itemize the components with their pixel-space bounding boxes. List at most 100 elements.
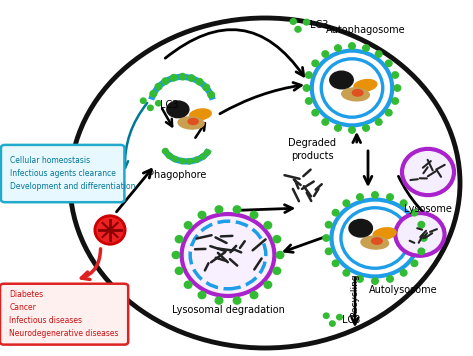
- Ellipse shape: [162, 78, 169, 84]
- Ellipse shape: [188, 119, 198, 125]
- Ellipse shape: [385, 110, 392, 116]
- Ellipse shape: [200, 154, 206, 159]
- Ellipse shape: [175, 236, 183, 243]
- Text: Lysosomal degradation: Lysosomal degradation: [172, 305, 284, 315]
- Ellipse shape: [395, 213, 445, 256]
- Ellipse shape: [418, 221, 425, 228]
- Ellipse shape: [312, 60, 319, 67]
- Ellipse shape: [349, 127, 355, 133]
- Ellipse shape: [175, 267, 183, 274]
- Ellipse shape: [411, 209, 418, 216]
- Ellipse shape: [372, 238, 382, 244]
- Ellipse shape: [198, 211, 206, 219]
- Ellipse shape: [349, 219, 372, 237]
- Ellipse shape: [387, 276, 394, 282]
- Ellipse shape: [330, 321, 335, 326]
- Text: Degraded
products: Degraded products: [289, 138, 336, 161]
- Ellipse shape: [179, 158, 185, 164]
- Ellipse shape: [322, 119, 329, 125]
- Ellipse shape: [357, 194, 363, 200]
- Ellipse shape: [392, 98, 398, 104]
- Ellipse shape: [215, 206, 223, 213]
- Ellipse shape: [361, 236, 388, 249]
- Ellipse shape: [172, 251, 180, 258]
- Ellipse shape: [215, 297, 223, 304]
- Ellipse shape: [357, 276, 363, 282]
- Ellipse shape: [352, 90, 363, 96]
- Ellipse shape: [392, 72, 398, 78]
- Ellipse shape: [376, 51, 382, 57]
- Ellipse shape: [324, 313, 329, 318]
- Ellipse shape: [400, 269, 407, 276]
- Ellipse shape: [295, 26, 301, 32]
- Text: LC3: LC3: [160, 100, 178, 110]
- Ellipse shape: [394, 85, 401, 91]
- Text: Recycling: Recycling: [350, 273, 359, 317]
- Ellipse shape: [349, 43, 355, 49]
- Ellipse shape: [343, 200, 350, 206]
- Ellipse shape: [343, 269, 350, 276]
- Ellipse shape: [312, 110, 319, 116]
- Ellipse shape: [208, 91, 214, 98]
- Ellipse shape: [264, 281, 272, 288]
- Text: LC3: LC3: [310, 20, 328, 30]
- Ellipse shape: [420, 235, 427, 241]
- Ellipse shape: [373, 228, 396, 240]
- Ellipse shape: [140, 98, 146, 103]
- Ellipse shape: [363, 45, 369, 51]
- Ellipse shape: [179, 73, 186, 80]
- Ellipse shape: [182, 214, 274, 296]
- Ellipse shape: [194, 157, 200, 162]
- Ellipse shape: [372, 192, 378, 198]
- Ellipse shape: [290, 19, 297, 24]
- Ellipse shape: [303, 85, 310, 91]
- Text: LC3: LC3: [342, 315, 360, 325]
- Ellipse shape: [167, 101, 189, 117]
- Ellipse shape: [400, 200, 407, 206]
- Ellipse shape: [233, 297, 241, 304]
- Ellipse shape: [196, 79, 203, 85]
- Ellipse shape: [187, 158, 193, 164]
- Text: Diabetes
Cancer
Infectious diseases
Neurodegenerative diseases: Diabetes Cancer Infectious diseases Neur…: [9, 290, 119, 339]
- Ellipse shape: [166, 153, 172, 158]
- Ellipse shape: [95, 216, 125, 244]
- Ellipse shape: [148, 105, 153, 110]
- Ellipse shape: [411, 260, 418, 267]
- Ellipse shape: [273, 267, 280, 274]
- Ellipse shape: [178, 117, 204, 129]
- Ellipse shape: [354, 79, 377, 91]
- Ellipse shape: [387, 194, 394, 200]
- Ellipse shape: [184, 281, 192, 288]
- Ellipse shape: [155, 83, 162, 90]
- Ellipse shape: [306, 98, 312, 104]
- Ellipse shape: [385, 60, 392, 67]
- Ellipse shape: [330, 71, 353, 89]
- Ellipse shape: [325, 221, 332, 228]
- Ellipse shape: [203, 84, 210, 91]
- Ellipse shape: [306, 72, 312, 78]
- Ellipse shape: [190, 109, 211, 120]
- Ellipse shape: [304, 19, 310, 25]
- Ellipse shape: [312, 51, 392, 125]
- Text: Cellular homeostasis
Infectious agents clearance
Development and differentiation: Cellular homeostasis Infectious agents c…: [10, 156, 136, 191]
- FancyBboxPatch shape: [1, 145, 124, 202]
- Ellipse shape: [170, 74, 177, 81]
- Ellipse shape: [198, 292, 206, 299]
- Ellipse shape: [184, 222, 192, 229]
- Ellipse shape: [335, 45, 342, 51]
- Ellipse shape: [233, 206, 241, 213]
- Ellipse shape: [332, 200, 419, 277]
- Ellipse shape: [322, 51, 329, 57]
- Text: Phagophore: Phagophore: [148, 170, 206, 180]
- Ellipse shape: [250, 292, 258, 299]
- Ellipse shape: [335, 125, 342, 131]
- FancyBboxPatch shape: [0, 284, 128, 345]
- Ellipse shape: [402, 149, 454, 195]
- Ellipse shape: [376, 119, 382, 125]
- Ellipse shape: [150, 90, 157, 97]
- Ellipse shape: [205, 150, 210, 155]
- Ellipse shape: [276, 251, 284, 258]
- Ellipse shape: [332, 260, 339, 267]
- Ellipse shape: [323, 235, 330, 241]
- Ellipse shape: [264, 222, 272, 229]
